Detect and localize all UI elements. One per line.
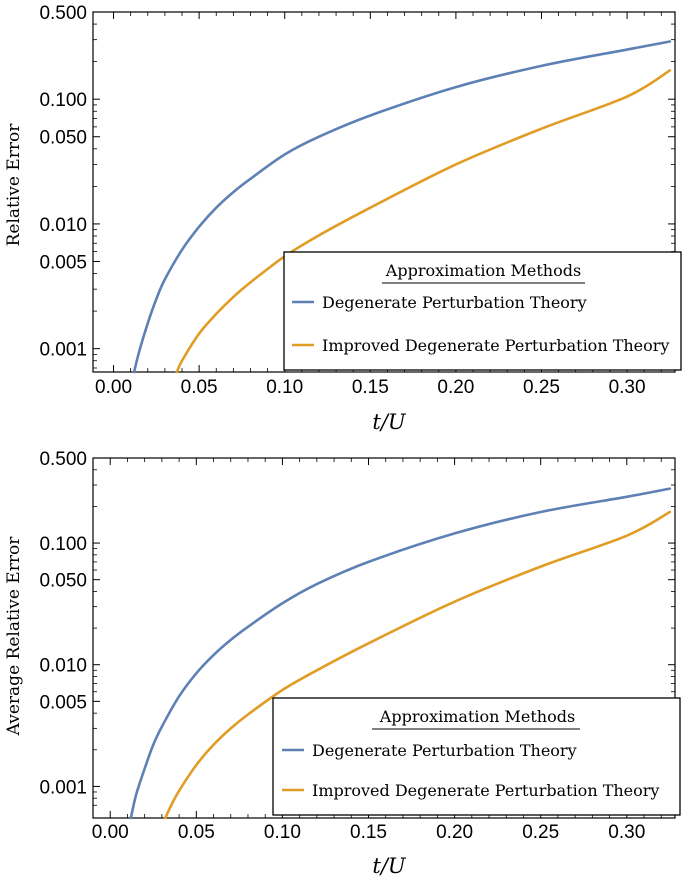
bottom-xlabel: t/U [372,854,407,878]
x-tick-label: 0.00 [95,377,132,398]
x-tick-label: 0.05 [178,822,215,843]
series-line-dpt [132,40,672,374]
legend-entry: Improved Degenerate Perturbation Theory [312,781,659,800]
x-tick-label: 0.15 [352,377,389,398]
y-tick-label: 0.010 [39,656,87,677]
y-tick-label: 0.100 [39,90,87,111]
chart-top: Relative Error t/U 0.00 0.05 0.10 0.15 0.20 0… [4,3,682,434]
y-tick-label: 0.100 [39,534,87,555]
top-ylabel: Relative Error [4,123,24,247]
x-tick-label: 0.25 [523,377,560,398]
series-line-improved-dpt [175,69,672,374]
x-tick-label: 0.25 [522,822,559,843]
legend-box [272,697,681,816]
y-tick-label: 0.500 [39,449,87,470]
x-tick-label: 0.10 [266,377,303,398]
y-tick-label: 0.050 [39,571,87,592]
legend-entry: Improved Degenerate Perturbation Theory [322,336,669,355]
x-tick-label: 0.30 [608,822,645,843]
legend-title: Approximation Methods [385,261,581,280]
y-tick-label: 0.010 [39,215,87,236]
x-tick-label: 0.10 [264,822,301,843]
top-xlabel: t/U [372,410,407,434]
legend-entry: Degenerate Perturbation Theory [322,293,587,312]
y-tick-label: 0.005 [39,252,87,273]
plot-frame [92,11,676,373]
x-tick-label: 0.15 [350,822,387,843]
bottom-ylabel: Average Relative Error [4,536,24,737]
chart-bottom: Average Relative Error t/U 0.00 0.05 0.10 0… [4,449,681,878]
series-line-improved-dpt [164,510,672,820]
plot-frame [92,457,676,819]
x-tick-label: 0.05 [181,377,218,398]
y-tick-label: 0.001 [39,340,87,361]
series-line-dpt [129,487,672,820]
legend-title: Approximation Methods [379,707,575,726]
y-tick-label: 0.005 [39,692,87,713]
x-tick-label: 0.00 [92,822,129,843]
legend-box [283,251,682,371]
y-tick-label: 0.050 [39,128,87,149]
x-tick-label: 0.20 [437,377,474,398]
y-tick-label: 0.001 [39,777,87,798]
y-tick-label: 0.500 [39,3,87,24]
x-tick-label: 0.30 [609,377,646,398]
legend-entry: Degenerate Perturbation Theory [312,741,577,760]
x-tick-label: 0.20 [436,822,473,843]
